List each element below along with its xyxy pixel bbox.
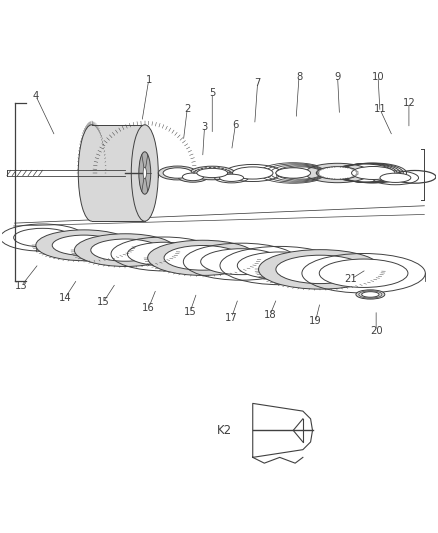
- Text: 5: 5: [209, 88, 215, 98]
- Ellipse shape: [194, 171, 195, 172]
- Text: 7: 7: [254, 78, 261, 88]
- Text: 13: 13: [15, 281, 28, 291]
- Ellipse shape: [158, 166, 197, 180]
- Ellipse shape: [78, 125, 105, 221]
- Ellipse shape: [52, 235, 116, 255]
- Ellipse shape: [219, 174, 244, 181]
- Ellipse shape: [352, 166, 395, 180]
- Ellipse shape: [182, 173, 204, 181]
- Ellipse shape: [148, 240, 258, 276]
- Ellipse shape: [362, 292, 379, 297]
- Ellipse shape: [222, 168, 224, 169]
- Ellipse shape: [163, 168, 192, 178]
- Text: 15: 15: [184, 307, 197, 317]
- Text: 4: 4: [33, 91, 39, 101]
- Text: 11: 11: [374, 104, 386, 115]
- Ellipse shape: [316, 167, 359, 179]
- Text: 14: 14: [58, 293, 71, 303]
- Ellipse shape: [143, 167, 146, 179]
- Text: 2: 2: [184, 104, 191, 115]
- Text: 8: 8: [296, 71, 302, 82]
- Text: 18: 18: [264, 310, 276, 320]
- Ellipse shape: [233, 167, 273, 179]
- Ellipse shape: [36, 230, 132, 261]
- Ellipse shape: [164, 246, 241, 270]
- Text: 20: 20: [370, 326, 382, 336]
- Text: K2: K2: [216, 424, 232, 437]
- Ellipse shape: [205, 167, 207, 168]
- Text: 9: 9: [334, 71, 341, 82]
- Text: 19: 19: [309, 317, 322, 326]
- Text: 16: 16: [142, 303, 155, 313]
- Ellipse shape: [139, 152, 151, 194]
- Ellipse shape: [178, 172, 208, 182]
- Ellipse shape: [74, 234, 177, 266]
- Ellipse shape: [319, 259, 408, 287]
- Text: 10: 10: [372, 71, 385, 82]
- Text: 17: 17: [225, 312, 238, 322]
- Ellipse shape: [201, 168, 203, 169]
- Text: 1: 1: [145, 76, 152, 85]
- Ellipse shape: [91, 239, 160, 261]
- Ellipse shape: [190, 166, 235, 180]
- Polygon shape: [92, 125, 145, 221]
- Ellipse shape: [276, 255, 364, 284]
- Text: 3: 3: [201, 122, 208, 132]
- Ellipse shape: [229, 171, 231, 172]
- Ellipse shape: [237, 252, 322, 279]
- Ellipse shape: [218, 167, 220, 168]
- Ellipse shape: [201, 249, 282, 274]
- Ellipse shape: [14, 228, 71, 247]
- Ellipse shape: [127, 242, 201, 265]
- Ellipse shape: [258, 249, 382, 289]
- Ellipse shape: [197, 168, 228, 177]
- Ellipse shape: [227, 170, 230, 171]
- Ellipse shape: [356, 290, 385, 299]
- Ellipse shape: [209, 167, 211, 168]
- Ellipse shape: [276, 168, 311, 178]
- Ellipse shape: [131, 125, 158, 221]
- Ellipse shape: [213, 167, 215, 168]
- Ellipse shape: [380, 173, 411, 182]
- Text: 12: 12: [403, 98, 415, 108]
- Text: 6: 6: [232, 120, 239, 130]
- Ellipse shape: [305, 163, 370, 183]
- Ellipse shape: [195, 170, 197, 171]
- Text: 15: 15: [97, 297, 110, 307]
- Text: 21: 21: [345, 274, 357, 284]
